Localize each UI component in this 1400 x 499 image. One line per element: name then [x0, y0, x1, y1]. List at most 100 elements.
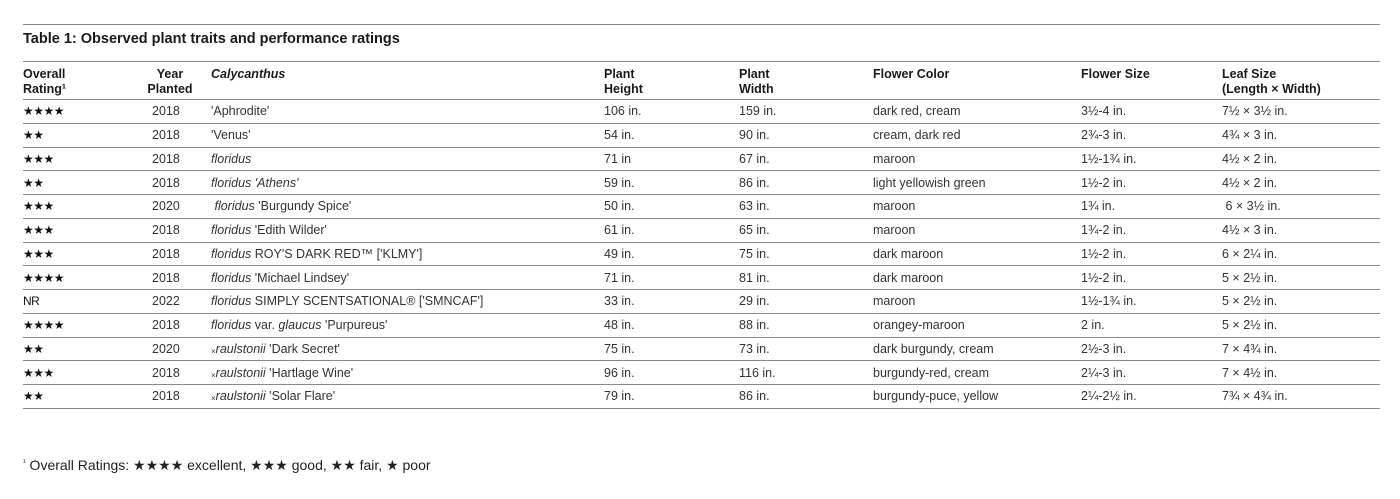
- cell-cultivar: ×raulstonii 'Hartlage Wine': [211, 360, 604, 385]
- cell-leaf-size: 7½ × 3½ in.: [1222, 99, 1380, 124]
- cell-flower-color: dark maroon: [873, 265, 1081, 290]
- cell-rating: ★★★★: [23, 265, 129, 290]
- cell-rating: ★★★: [23, 360, 129, 385]
- cell-plant-height: 96 in.: [604, 360, 739, 385]
- cell-plant-width: 159 in.: [739, 99, 873, 124]
- cell-flower-size: 1½-1¾ in.: [1081, 289, 1222, 314]
- cultivar-name: 'Edith Wilder': [251, 223, 327, 238]
- cell-flower-color: maroon: [873, 218, 1081, 243]
- cell-flower-size: 2 in.: [1081, 313, 1222, 338]
- footnote: ¹ Overall Ratings: ★★★★ excellent, ★★★ g…: [23, 457, 431, 474]
- cell-leaf-size: 5 × 2½ in.: [1222, 289, 1380, 314]
- cell-leaf-size: 5 × 2½ in.: [1222, 265, 1380, 290]
- cell-rating: ★★★: [23, 242, 129, 267]
- cell-cultivar: floridus 'Athens': [211, 170, 604, 195]
- cell-flower-size: 2½-3 in.: [1081, 337, 1222, 362]
- table-row: ★★ 2018 'Venus' 54 in. 90 in. cream, dark red…: [23, 123, 1380, 148]
- cell-leaf-size: 6 × 2¼ in.: [1222, 242, 1380, 267]
- table-row: ★★ 2018 floridus 'Athens' 59 in. 86 in. light…: [23, 170, 1380, 195]
- cell-year-planted: 2020: [129, 337, 211, 362]
- cell-year-planted: 2018: [129, 170, 211, 195]
- cell-cultivar: 'Aphrodite': [211, 99, 604, 124]
- cultivar-species: floridus: [211, 151, 252, 166]
- cultivar-species: floridus: [211, 270, 252, 285]
- cell-plant-height: 71 in: [604, 147, 739, 172]
- cell-cultivar: floridus SIMPLY SCENTSATIONAL® ['SMNCAF'…: [211, 289, 604, 314]
- cell-plant-height: 106 in.: [604, 99, 739, 124]
- table-title: Table 1: Observed plant traits and perfo…: [23, 25, 1380, 62]
- cell-year-planted: 2018: [129, 360, 211, 385]
- cultivar-name: SIMPLY SCENTSATIONAL® ['SMNCAF']: [251, 294, 484, 309]
- cell-plant-height: 61 in.: [604, 218, 739, 243]
- footnote-text: Overall Ratings: ★★★★ excellent, ★★★ goo…: [25, 457, 431, 473]
- cultivar-name: 'Aphrodite': [211, 104, 270, 119]
- cultivar-species: floridus: [211, 294, 252, 309]
- cell-leaf-size: 4½ × 2 in.: [1222, 147, 1380, 172]
- cultivar-species: raulstonii: [215, 389, 266, 404]
- cell-flower-color: cream, dark red: [873, 123, 1081, 148]
- cell-plant-height: 75 in.: [604, 337, 739, 362]
- cell-plant-height: 54 in.: [604, 123, 739, 148]
- cultivar-hybrid-mark: ×: [211, 370, 216, 380]
- cell-flower-size: 1½-2 in.: [1081, 242, 1222, 267]
- cell-flower-color: burgundy-puce, yellow: [873, 384, 1081, 409]
- cell-year-planted: 2018: [129, 265, 211, 290]
- cell-flower-color: maroon: [873, 147, 1081, 172]
- cultivar-species: floridus: [211, 199, 255, 214]
- cultivar-name: 'Michael Lindsey': [251, 270, 350, 285]
- cell-plant-height: 48 in.: [604, 313, 739, 338]
- cell-cultivar: ×raulstonii 'Solar Flare': [211, 384, 604, 409]
- cell-rating: ★★: [23, 337, 129, 362]
- cell-rating: ★★: [23, 384, 129, 409]
- cell-cultivar: floridus 'Michael Lindsey': [211, 265, 604, 290]
- cell-plant-width: 90 in.: [739, 123, 873, 148]
- cell-plant-height: 71 in.: [604, 265, 739, 290]
- cell-year-planted: 2018: [129, 99, 211, 124]
- cell-flower-color: dark burgundy, cream: [873, 337, 1081, 362]
- cultivar-species: floridus 'Athens': [211, 175, 299, 190]
- cultivar-name: 'Hartlage Wine': [265, 365, 354, 380]
- footnote-mark: ¹: [23, 457, 26, 467]
- cultivar-hybrid-mark: ×: [211, 346, 216, 356]
- cell-leaf-size: 4½ × 2 in.: [1222, 170, 1380, 195]
- header-year-planted: Year Planted: [129, 62, 211, 100]
- cell-rating: NR: [23, 289, 129, 314]
- cell-plant-height: 49 in.: [604, 242, 739, 267]
- cell-cultivar: floridus ROY'S DARK RED™ ['KLMY']: [211, 242, 604, 267]
- cell-flower-color: maroon: [873, 194, 1081, 219]
- cell-plant-width: 65 in.: [739, 218, 873, 243]
- cell-flower-color: dark maroon: [873, 242, 1081, 267]
- cell-flower-color: orangey-maroon: [873, 313, 1081, 338]
- cultivar-species: floridus: [211, 246, 252, 261]
- table-row: ★★★ 2020 floridus 'Burgundy Spice' 50 in. 6…: [23, 194, 1380, 219]
- cultivar-name: 'Dark Secret': [265, 341, 340, 356]
- table-row: ★★★ 2018 floridus 71 in 67 in. maroon 1½-1¾ in…: [23, 147, 1380, 172]
- cultivar-name: 'Solar Flare': [265, 389, 336, 404]
- cell-flower-size: 1½-1¾ in.: [1081, 147, 1222, 172]
- cultivar-name: 'Venus': [211, 128, 251, 143]
- cell-rating: ★★★★: [23, 313, 129, 338]
- cell-plant-width: 116 in.: [739, 360, 873, 385]
- table-row: ★★ 2018 ×raulstonii 'Solar Flare' 79 in. 86 …: [23, 384, 1380, 409]
- cell-year-planted: 2018: [129, 384, 211, 409]
- cell-cultivar: 'Venus': [211, 123, 604, 148]
- cell-flower-color: burgundy-red, cream: [873, 360, 1081, 385]
- cell-cultivar: floridus 'Edith Wilder': [211, 218, 604, 243]
- cell-rating: ★★: [23, 123, 129, 148]
- cell-flower-size: 2¼-2½ in.: [1081, 384, 1222, 409]
- cell-year-planted: 2022: [129, 289, 211, 314]
- cell-leaf-size: 7 × 4¾ in.: [1222, 337, 1380, 362]
- cultivar-species: raulstonii: [215, 365, 266, 380]
- table-row: ★★★ 2018 ×raulstonii 'Hartlage Wine' 96 in.…: [23, 360, 1380, 385]
- cell-year-planted: 2018: [129, 147, 211, 172]
- cultivar-species: raulstonii: [215, 341, 266, 356]
- cultivar-var: var.: [251, 318, 279, 333]
- header-row: Overall Rating¹ Year Planted Calycanthus P…: [23, 62, 1380, 100]
- cell-rating: ★★: [23, 170, 129, 195]
- top-rule: [23, 24, 1380, 25]
- cultivar-species: floridus: [211, 223, 252, 238]
- cell-year-planted: 2018: [129, 218, 211, 243]
- table-container: Table 1: Observed plant traits and perfo…: [23, 24, 1380, 409]
- cell-plant-width: 75 in.: [739, 242, 873, 267]
- cell-flower-size: 1¾ in.: [1081, 194, 1222, 219]
